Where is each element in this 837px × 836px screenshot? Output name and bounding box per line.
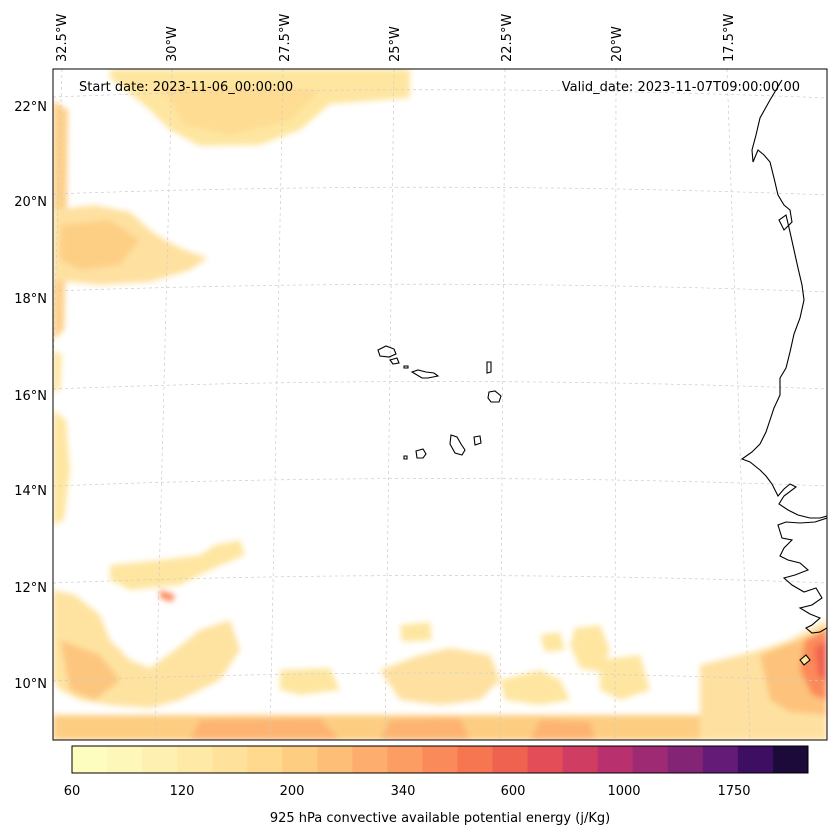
- colorbar-swatch: [702, 746, 739, 773]
- colorbar-swatch: [422, 746, 459, 773]
- lon-label: 32.5°W: [55, 14, 70, 62]
- colorbar-swatch: [457, 746, 494, 773]
- lat-label: 18°N: [14, 292, 47, 307]
- cape-patch: [500, 670, 570, 705]
- cape-patch: [60, 640, 120, 700]
- cape-patch: [280, 668, 340, 695]
- lat-label: 16°N: [14, 389, 47, 404]
- colorbar-swatch: [352, 746, 388, 773]
- colorbar-tick-label: 600: [501, 784, 526, 799]
- island-santo-antao: [377, 345, 397, 358]
- island-boa-vista: [487, 390, 502, 403]
- lat-label: 14°N: [14, 484, 47, 499]
- colorbar-ticks: 60 120 200 340 600 1000 1750: [64, 784, 751, 799]
- colorbar-swatch: [632, 746, 669, 773]
- colorbar: 60 120 200 340 600 1000 1750 925 hPa con…: [64, 745, 809, 826]
- colorbar-swatch: [142, 746, 178, 773]
- valid-date-label: Valid_date: 2023-11-07T09:00:00.00: [562, 80, 800, 95]
- island-sao-vicente: [389, 357, 400, 365]
- colorbar-swatch: [177, 746, 213, 773]
- lon-label: 27.5°W: [278, 14, 293, 62]
- island-fogo: [415, 448, 427, 459]
- colorbar-swatch: [317, 746, 353, 773]
- colorbar-tick-label: 60: [64, 784, 81, 799]
- coastline: [740, 79, 827, 666]
- cape-patch: [530, 720, 595, 740]
- colorbar-swatch: [597, 746, 634, 773]
- latitude-labels: 22°N 20°N 18°N 16°N 14°N 12°N 10°N: [14, 100, 47, 692]
- lon-label: 30°W: [165, 26, 180, 62]
- colorbar-swatch: [737, 746, 774, 773]
- colorbar-caption: 925 hPa convective available potential e…: [270, 811, 610, 826]
- cape-patch: [400, 622, 432, 642]
- map-area[interactable]: [42, 69, 827, 740]
- colorbar-swatch: [282, 746, 318, 773]
- longitude-labels: 32.5°W 30°W 27.5°W 25°W 22.5°W 20°W 17.5…: [55, 14, 737, 62]
- colorbar-swatches: [72, 746, 809, 773]
- colorbar-swatch: [772, 746, 809, 773]
- lon-label: 17.5°W: [722, 14, 737, 62]
- lon-label: 20°W: [610, 26, 625, 62]
- colorbar-swatch: [107, 746, 143, 773]
- cape-patch: [60, 220, 140, 270]
- island-santa-luzia: [403, 365, 409, 369]
- island-outlines: [377, 345, 502, 460]
- lon-label: 22.5°W: [500, 14, 515, 62]
- colorbar-swatch: [667, 746, 704, 773]
- colorbar-swatch: [492, 746, 529, 773]
- graticule: [53, 69, 827, 740]
- colorbar-tick-label: 120: [170, 784, 195, 799]
- cape-patch: [380, 718, 470, 740]
- colorbar-swatch: [72, 746, 108, 773]
- map-frame: [52, 68, 828, 741]
- start-date-label: Start date: 2023-11-06_00:00:00: [79, 80, 293, 95]
- colorbar-swatch: [562, 746, 599, 773]
- cape-patch: [160, 85, 320, 135]
- cape-patch: [53, 410, 70, 525]
- colorbar-tick-label: 1000: [607, 784, 640, 799]
- colorbar-frame: [71, 745, 809, 774]
- island-santiago: [449, 434, 466, 456]
- cape-patch: [110, 540, 245, 590]
- lat-label: 10°N: [14, 677, 47, 692]
- colorbar-swatch: [247, 746, 283, 773]
- colorbar-tick-label: 200: [280, 784, 305, 799]
- colorbar-swatch: [527, 746, 564, 773]
- island-sao-nicolau: [410, 369, 440, 379]
- cape-patch: [540, 632, 565, 652]
- lat-label: 20°N: [14, 195, 47, 210]
- lon-label: 25°W: [388, 26, 403, 62]
- cape-patch: [600, 655, 650, 700]
- cape-field: [53, 69, 827, 740]
- island-maio: [473, 435, 482, 446]
- cape-patch: [160, 590, 175, 602]
- cape-patch: [53, 350, 62, 392]
- cape-patch: [190, 718, 340, 740]
- colorbar-tick-label: 1750: [717, 784, 750, 799]
- lat-label: 12°N: [14, 581, 47, 596]
- island-sal: [486, 361, 492, 374]
- lat-label: 22°N: [14, 100, 47, 115]
- colorbar-swatch: [212, 746, 248, 773]
- island-brava: [403, 455, 408, 460]
- cape-patch: [380, 648, 500, 705]
- cape-patch: [815, 640, 827, 682]
- colorbar-swatch: [387, 746, 423, 773]
- colorbar-tick-label: 340: [391, 784, 416, 799]
